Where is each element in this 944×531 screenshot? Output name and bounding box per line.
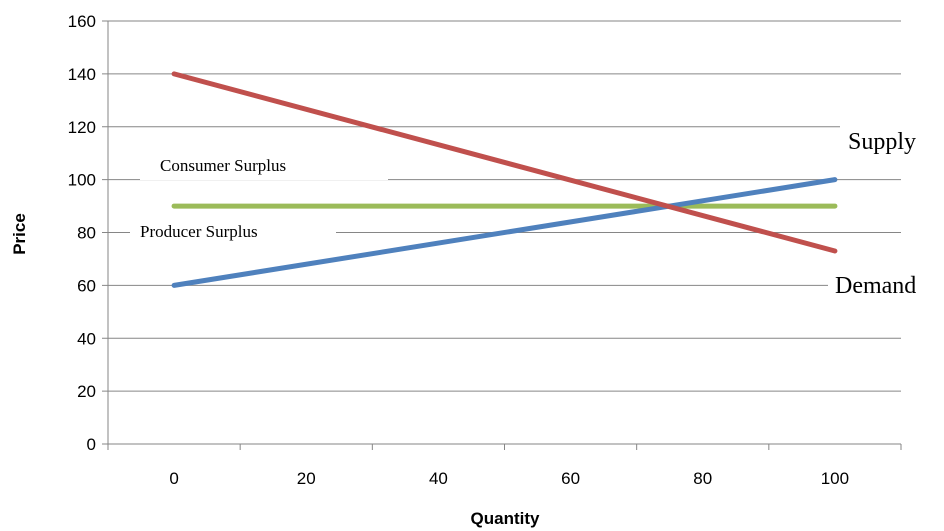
producer-surplus-box — [130, 216, 336, 246]
y-tick-label: 160 — [68, 12, 96, 31]
axes — [102, 20, 902, 450]
y-tick-label: 120 — [68, 118, 96, 137]
y-tick-label: 0 — [87, 435, 96, 454]
supply-line — [171, 177, 838, 288]
consumer-surplus-box — [140, 150, 388, 180]
y-tick-label: 40 — [77, 329, 96, 348]
x-tick-label: 40 — [429, 469, 448, 488]
x-tick-label: 80 — [693, 469, 712, 488]
y-tick-label: 20 — [77, 382, 96, 401]
demand-label-box — [828, 266, 944, 306]
x-tick-label: 0 — [169, 469, 178, 488]
demand-line — [171, 71, 838, 254]
y-tick-labels: 0 20 40 60 80 100 120 140 160 — [68, 12, 96, 454]
y-axis-title: Price — [10, 213, 29, 255]
producer-surplus-label: Producer Surplus — [140, 222, 258, 241]
y-tick-label: 140 — [68, 65, 96, 84]
series-lines — [171, 71, 838, 288]
x-axis-title: Quantity — [471, 509, 540, 528]
x-tick-label: 100 — [821, 469, 849, 488]
consumer-surplus-label: Consumer Surplus — [160, 156, 286, 175]
y-tick-label: 100 — [68, 171, 96, 190]
x-tick-label: 20 — [297, 469, 316, 488]
x-tick-labels: 0 20 40 60 80 100 — [169, 469, 849, 488]
x-tick-label: 60 — [561, 469, 580, 488]
supply-label-box — [840, 120, 944, 160]
demand-label: Demand — [835, 273, 916, 299]
y-tick-label: 60 — [77, 276, 96, 295]
y-tick-label: 80 — [77, 224, 96, 243]
supply-label: Supply — [848, 129, 916, 155]
